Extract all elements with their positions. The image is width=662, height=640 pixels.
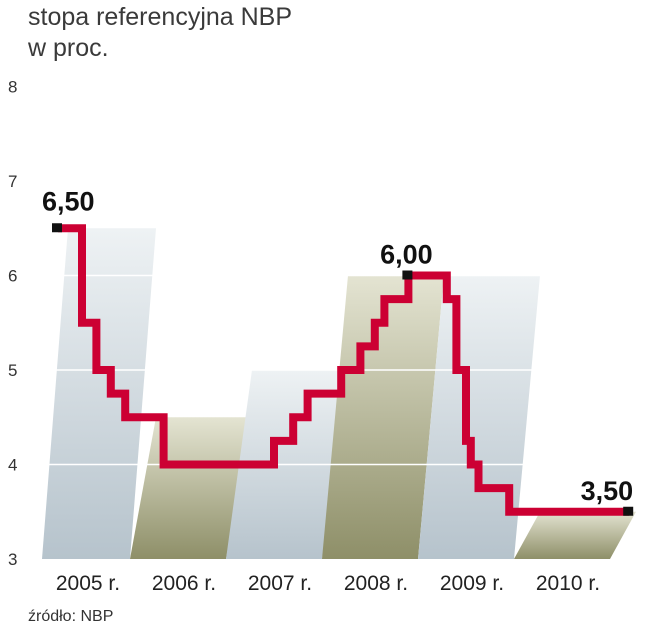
y-tick-3: 3 (8, 550, 17, 569)
x-tick-2: 2006 r. (152, 572, 216, 595)
year-band-1 (42, 228, 156, 559)
chart-svg: 3 4 5 6 7 8 2005 r. 2006 r. 2007 r. 2008 r. 2009 … (8, 77, 636, 595)
data-markers (52, 223, 634, 516)
data-label-1: 6,50 (42, 186, 95, 216)
data-label-3: 3,50 (581, 476, 634, 506)
x-tick-5: 2009 r. (440, 572, 504, 595)
y-axis-ticks: 3 4 5 6 7 8 (8, 78, 17, 570)
data-labels: 6,50 6,00 3,50 (42, 186, 633, 506)
chart-title-line1: stopa referencyjna NBP (28, 3, 293, 31)
year-band-6 (514, 511, 636, 559)
year-band-4 (322, 275, 444, 559)
data-label-2: 6,00 (380, 240, 433, 270)
data-marker-3 (623, 506, 634, 516)
chart-title: stopa referencyjna NBP w proc. (28, 2, 292, 64)
year-bands (42, 228, 636, 559)
x-axis-ticks: 2005 r. 2006 r. 2007 r. 2008 r. 2009 r. 2010 … (56, 572, 600, 595)
source-note: źródło: NBP (28, 608, 114, 625)
series-lines (58, 224, 630, 516)
x-tick-4: 2008 r. (344, 572, 408, 595)
y-tick-8: 8 (8, 78, 17, 97)
y-tick-6: 6 (8, 267, 17, 286)
data-marker-1 (52, 223, 62, 233)
y-tick-4: 4 (8, 456, 17, 475)
x-tick-3: 2007 r. (248, 572, 312, 595)
series-line-1 (58, 224, 630, 516)
data-marker-2 (402, 270, 413, 280)
chart-title-line2: w proc. (28, 34, 109, 62)
x-tick-6: 2010 r. (536, 572, 600, 595)
y-tick-5: 5 (8, 361, 17, 380)
y-tick-7: 7 (8, 172, 17, 191)
x-tick-1: 2005 r. (56, 572, 120, 595)
